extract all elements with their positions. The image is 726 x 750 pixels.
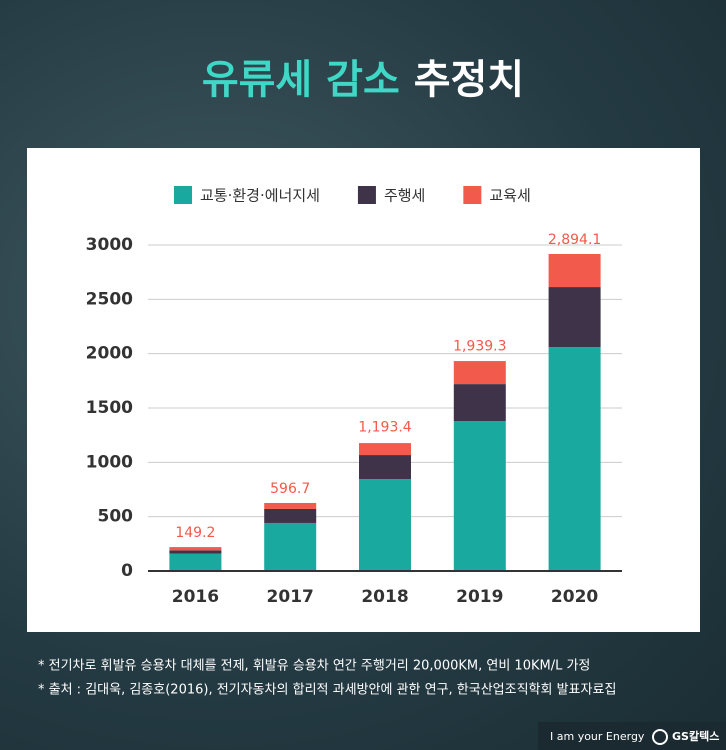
footnote: * 전기차로 휘발유 승용차 대체를 전제, 휘발유 승용차 연간 주행거리 2… — [38, 658, 590, 674]
bar-segment — [453, 421, 506, 571]
x-tick-label: 2020 — [551, 587, 598, 607]
bar-segment — [264, 522, 317, 571]
y-tick-label: 3000 — [86, 235, 133, 255]
title: 유류세 감소 추정치 — [202, 57, 524, 103]
legend-label: 주행세 — [384, 187, 425, 205]
x-tick-label: 2016 — [172, 587, 219, 607]
y-tick-label: 2500 — [86, 289, 133, 309]
slogan: I am your Energy — [550, 730, 645, 743]
title-rest: 추정치 — [414, 57, 524, 103]
bar-segment — [169, 553, 222, 571]
bar-segment — [453, 384, 506, 422]
total-label: 149.2 — [175, 525, 215, 541]
y-tick-label: 0 — [121, 561, 133, 581]
total-label: 1,193.4 — [358, 419, 412, 435]
bar-segment — [359, 443, 411, 456]
title-highlight: 유류세 감소 — [202, 57, 400, 103]
bar-segment — [359, 455, 411, 480]
bar-segment — [548, 287, 601, 348]
brand: GS칼텍스 — [672, 729, 719, 743]
bar-segment — [264, 502, 317, 509]
legend-label: 교육세 — [489, 187, 530, 205]
y-tick-label: 2000 — [86, 344, 133, 364]
legend-swatch — [357, 186, 376, 204]
y-tick-label: 500 — [98, 507, 134, 527]
logo — [652, 729, 668, 745]
total-label: 2,894.1 — [548, 232, 601, 248]
footer-bar — [538, 722, 726, 750]
legend-swatch — [174, 186, 192, 204]
bar-segment — [453, 361, 506, 385]
bar-segment — [169, 550, 222, 554]
x-tick-label: 2017 — [267, 587, 314, 607]
legend-label: 교통·환경·에너지세 — [200, 187, 320, 205]
bar-segment — [548, 254, 601, 288]
bar-segment — [264, 508, 317, 523]
total-label: 596.7 — [270, 481, 310, 497]
footnote: * 출처 : 김대욱, 김종호(2016), 전기자동차의 합리적 과세방안에 … — [38, 683, 616, 698]
y-tick-label: 1500 — [86, 398, 133, 418]
bar-segment — [169, 547, 222, 551]
total-label: 1,939.3 — [453, 338, 506, 354]
x-tick-label: 2019 — [456, 587, 503, 607]
bar-segment — [359, 479, 411, 571]
bar-segment — [548, 347, 601, 571]
x-tick-label: 2018 — [361, 587, 408, 607]
y-tick-label: 1000 — [86, 452, 133, 472]
legend-swatch — [463, 186, 482, 204]
